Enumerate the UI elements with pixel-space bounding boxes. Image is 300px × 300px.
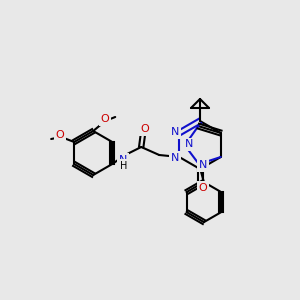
Text: O: O: [141, 124, 150, 134]
Text: O: O: [56, 130, 64, 140]
Text: N: N: [171, 127, 179, 137]
Text: H: H: [119, 161, 127, 171]
Text: O: O: [199, 183, 207, 193]
Text: N: N: [119, 155, 128, 165]
Text: O: O: [101, 114, 110, 124]
Text: N: N: [184, 139, 193, 149]
Text: N: N: [171, 153, 179, 163]
Text: N: N: [199, 160, 207, 170]
